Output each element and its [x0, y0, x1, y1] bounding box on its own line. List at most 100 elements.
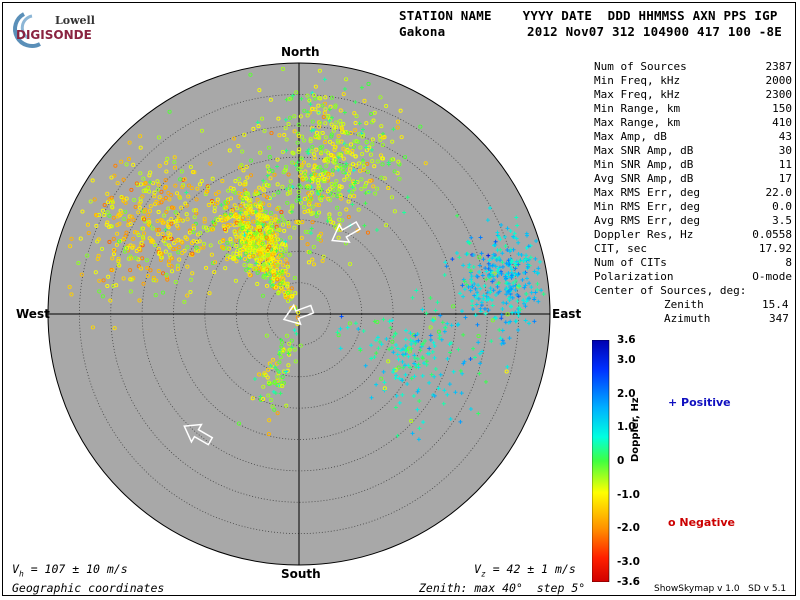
source-point-negative — [346, 214, 351, 220]
source-point-negative — [246, 247, 251, 252]
source-point-negative — [280, 374, 285, 380]
source-point-negative — [298, 174, 303, 179]
source-point-negative — [121, 177, 126, 182]
source-point-negative — [278, 355, 283, 360]
source-point-positive — [309, 128, 314, 133]
source-point-positive — [377, 339, 382, 344]
source-point-negative — [287, 252, 292, 257]
source-point-negative — [258, 208, 263, 213]
source-point-negative — [364, 121, 369, 126]
source-point-negative — [397, 176, 402, 181]
source-point-negative — [305, 113, 310, 118]
source-point-negative — [364, 148, 369, 153]
source-point-negative — [332, 124, 337, 129]
arrow-shape — [282, 303, 315, 326]
source-point-positive — [274, 367, 279, 372]
source-point-negative — [283, 268, 288, 274]
source-point-negative — [173, 219, 178, 224]
source-point-positive — [356, 326, 361, 331]
legend-positive: + Positive — [668, 396, 731, 409]
source-point-positive — [431, 340, 436, 345]
source-point-positive — [261, 178, 266, 183]
source-point-negative — [142, 209, 147, 214]
source-point-positive — [520, 277, 525, 282]
source-point-negative — [275, 411, 280, 416]
source-point-negative — [244, 224, 250, 229]
source-point-positive — [515, 299, 520, 304]
stat-row: Min SNR Amp, dB 11 — [594, 158, 792, 172]
velocity-arrow — [183, 423, 214, 446]
source-point-negative — [333, 103, 338, 108]
source-point-negative — [212, 221, 218, 226]
source-point-negative — [409, 418, 414, 424]
source-point-positive — [500, 328, 505, 333]
source-point-negative — [322, 110, 327, 115]
source-point-negative — [270, 404, 275, 409]
source-point-negative — [297, 183, 302, 188]
source-point-negative — [107, 239, 112, 245]
source-point-negative — [268, 397, 274, 403]
source-point-negative — [208, 243, 213, 248]
source-point-negative — [132, 197, 137, 203]
source-point-negative — [261, 274, 266, 279]
source-point-positive — [369, 356, 374, 361]
stat-row: Max RMS Err, deg 22.0 — [594, 186, 792, 200]
source-point-positive — [447, 382, 452, 387]
source-point-positive — [252, 377, 257, 382]
source-point-negative — [269, 259, 274, 264]
source-point-negative — [302, 209, 307, 215]
source-point-negative — [309, 149, 314, 154]
source-point-negative — [340, 127, 345, 132]
source-point-negative — [280, 271, 285, 276]
source-point-negative — [344, 77, 349, 82]
source-point-negative — [307, 250, 312, 255]
source-point-negative — [160, 218, 165, 223]
source-point-negative — [280, 222, 286, 227]
source-point-negative — [316, 103, 321, 108]
colorbar-tick: 3.0 — [617, 354, 636, 367]
source-point-negative — [182, 248, 187, 253]
source-point-positive — [462, 287, 467, 292]
source-point-positive — [488, 290, 493, 295]
source-point-negative — [272, 273, 277, 278]
source-point-negative — [341, 146, 346, 151]
source-point-negative — [246, 216, 251, 221]
source-point-positive — [479, 251, 484, 256]
source-point-positive — [476, 296, 481, 301]
source-point-positive — [342, 86, 347, 91]
source-point-negative — [281, 380, 286, 386]
source-point-negative — [262, 255, 267, 260]
source-point-negative — [337, 222, 342, 228]
source-point-positive — [474, 274, 479, 279]
source-point-negative — [257, 212, 262, 217]
source-point-positive — [490, 303, 495, 308]
source-point-negative — [298, 343, 303, 348]
source-point-positive — [375, 335, 380, 340]
source-point-negative — [124, 196, 129, 201]
source-point-negative — [296, 189, 301, 194]
source-point-negative — [220, 179, 225, 184]
source-point-negative — [295, 140, 300, 145]
source-point-negative — [206, 185, 211, 190]
source-point-negative — [148, 170, 153, 175]
source-point-negative — [321, 114, 326, 120]
source-point-negative — [284, 137, 289, 142]
source-point-negative — [102, 212, 107, 218]
source-point-negative — [163, 236, 168, 241]
source-point-positive — [468, 288, 473, 293]
source-point-negative — [320, 130, 325, 136]
source-point-negative — [272, 380, 277, 385]
source-point-negative — [310, 257, 315, 262]
source-point-negative — [286, 172, 291, 177]
source-point-positive — [515, 223, 520, 228]
source-point-negative — [236, 421, 242, 426]
source-point-positive — [438, 372, 443, 377]
source-point-negative — [318, 172, 323, 177]
source-point-positive — [308, 231, 313, 236]
source-point-negative — [361, 167, 366, 172]
source-point-positive — [405, 381, 410, 386]
source-point-positive — [467, 262, 472, 267]
source-point-negative — [165, 277, 170, 282]
source-point-positive — [488, 206, 493, 211]
source-point-negative — [323, 121, 328, 126]
